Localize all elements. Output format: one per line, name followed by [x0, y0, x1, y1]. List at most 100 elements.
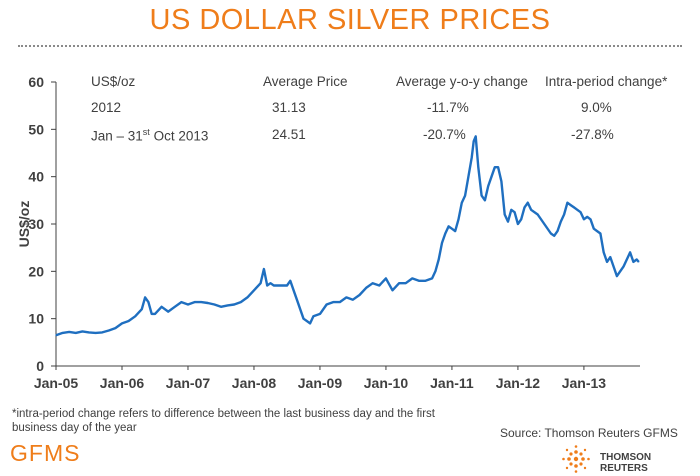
data-point	[537, 213, 539, 216]
x-tick-label: Jan-12	[496, 375, 541, 391]
data-point	[326, 303, 328, 306]
data-point	[589, 218, 592, 220]
data-point	[444, 232, 446, 235]
data-point	[566, 202, 569, 204]
data-point	[174, 306, 176, 308]
data-point	[619, 270, 621, 272]
data-point	[576, 209, 578, 211]
y-tick-label: 0	[36, 358, 44, 374]
y-tick-label: 30	[28, 216, 44, 232]
data-point	[141, 308, 143, 310]
data-point	[523, 206, 526, 208]
thomson-reuters-wordmark: THOMSON REUTERS	[600, 452, 652, 474]
data-point	[114, 327, 116, 329]
y-axis-label: US$/oz	[16, 200, 32, 248]
table-header-avg-price: Average Price	[263, 74, 348, 89]
gfms-logo: GFMS	[10, 440, 81, 466]
data-point	[167, 311, 169, 313]
table-cell-yoy: -20.7%	[423, 127, 466, 142]
data-point	[299, 308, 301, 310]
footnote: *intra-period change refers to differenc…	[12, 408, 435, 434]
chart-ticks: 0 10 20 30 40 50 60 Jan-05 Jan-06 Jan-07 Jan-08 Jan…	[28, 74, 606, 391]
data-point	[227, 304, 229, 306]
data-point	[636, 258, 638, 261]
data-point	[520, 218, 522, 220]
data-point	[134, 315, 136, 317]
data-point	[411, 277, 413, 279]
data-point	[464, 195, 466, 197]
data-point	[438, 258, 440, 261]
chart-axes	[55, 82, 640, 367]
data-point	[530, 209, 532, 211]
y-tick-label: 60	[28, 74, 44, 90]
data-point	[154, 313, 156, 315]
x-tick-label: Jan-05	[34, 375, 79, 391]
data-point	[481, 195, 483, 197]
source-note: Source: Thomson Reuters GFMS	[500, 426, 678, 440]
data-point	[606, 261, 608, 263]
data-point	[332, 301, 334, 303]
data-point	[424, 280, 427, 282]
series-line	[55, 135, 640, 337]
data-point	[454, 230, 456, 232]
thomson-reuters-logo-icon	[562, 445, 590, 473]
table-row-label: 2012	[91, 100, 122, 115]
data-point	[352, 299, 354, 301]
data-point	[345, 296, 347, 298]
data-point	[616, 275, 618, 277]
data-point	[504, 213, 506, 216]
data-point	[405, 282, 407, 284]
data-point	[240, 301, 242, 303]
data-point	[151, 313, 153, 315]
data-point	[309, 322, 311, 324]
data-point	[543, 223, 545, 225]
data-point	[514, 211, 516, 213]
data-point	[626, 258, 628, 261]
data-point	[200, 301, 202, 303]
data-point	[339, 301, 341, 303]
data-point	[55, 334, 57, 336]
table-header-usd: US$/oz	[91, 74, 136, 89]
data-point	[365, 287, 367, 289]
data-point	[560, 221, 562, 223]
data-point	[517, 223, 519, 225]
data-point	[213, 303, 215, 306]
data-point	[180, 301, 182, 303]
data-point	[527, 202, 529, 204]
data-point	[477, 166, 479, 168]
data-point	[448, 225, 450, 227]
data-point	[494, 166, 496, 168]
data-point	[613, 266, 615, 268]
data-point	[269, 282, 272, 284]
table-header-yoy-change: Average y-o-y change	[396, 74, 528, 89]
data-point	[507, 221, 509, 223]
data-point	[510, 209, 512, 211]
data-point	[629, 251, 631, 253]
data-point	[461, 202, 463, 204]
data-point	[75, 332, 77, 334]
data-point	[573, 206, 575, 208]
data-point	[632, 261, 635, 263]
row-label-sup: st	[142, 127, 150, 137]
data-point	[580, 211, 582, 213]
table-cell-intra: -27.8%	[571, 127, 614, 142]
data-point	[260, 282, 262, 284]
data-point	[207, 302, 209, 304]
table-cell-intra: 9.0%	[581, 100, 612, 115]
data-point	[583, 218, 585, 220]
x-tick-label: Jan-08	[232, 375, 277, 391]
data-point	[358, 294, 361, 296]
title-divider	[18, 45, 682, 47]
data-point	[296, 299, 298, 301]
data-point	[273, 284, 275, 287]
data-point	[475, 135, 477, 137]
data-point	[263, 268, 265, 270]
data-point	[487, 185, 489, 187]
data-point	[418, 280, 420, 282]
data-point	[289, 280, 291, 282]
data-point	[312, 315, 314, 317]
data-point	[246, 296, 248, 298]
data-point	[194, 301, 196, 303]
data-point	[279, 284, 281, 287]
